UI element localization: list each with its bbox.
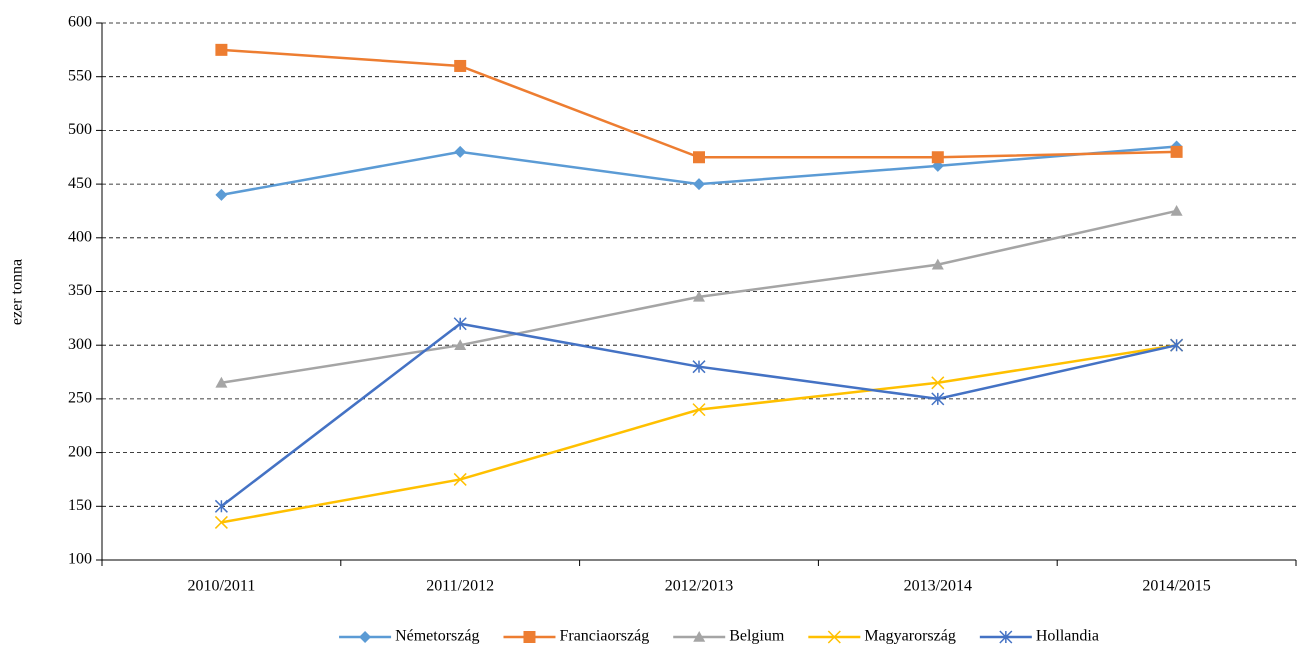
y-tick-label: 450	[68, 175, 92, 192]
data-point	[693, 151, 705, 164]
y-tick-label: 600	[68, 14, 92, 31]
legend-marker	[827, 630, 841, 644]
x-tick-label: 2012/2013	[665, 578, 733, 595]
data-point	[931, 258, 944, 270]
data-point	[454, 339, 467, 350]
legend-label: Magyarország	[864, 628, 956, 645]
y-tick-label: 200	[68, 443, 92, 460]
data-point	[693, 178, 705, 191]
data-point	[454, 145, 467, 158]
data-point	[1170, 204, 1183, 216]
y-tick-label: 500	[68, 121, 92, 138]
data-point	[931, 392, 945, 406]
x-tick-label: 2011/2012	[426, 578, 494, 595]
data-point	[692, 360, 706, 374]
data-point	[215, 188, 228, 201]
data-point	[693, 290, 705, 302]
y-axis-label: ezer tonna	[9, 259, 26, 325]
data-point	[214, 515, 228, 529]
data-point	[214, 499, 228, 513]
y-tick-label: 100	[68, 551, 92, 568]
data-point	[1170, 145, 1183, 158]
x-tick-label: 2013/2014	[904, 578, 972, 595]
x-tick-label: 2014/2015	[1142, 578, 1210, 595]
legend-marker	[999, 630, 1013, 644]
y-tick-label: 550	[68, 67, 92, 84]
series-line	[221, 48, 1177, 159]
y-tick-label: 300	[68, 336, 92, 353]
data-point	[454, 59, 467, 72]
data-point	[931, 151, 944, 164]
y-tick-label: 350	[68, 282, 92, 299]
x-tick-label: 2010/2011	[187, 578, 255, 595]
y-tick-label: 150	[68, 497, 92, 514]
legend-marker	[693, 631, 706, 642]
data-point	[215, 376, 228, 388]
legend-label: Belgium	[729, 628, 785, 645]
legend-label: Hollandia	[1036, 628, 1099, 645]
data-point	[453, 317, 467, 331]
legend-marker	[523, 631, 536, 643]
y-tick-label: 400	[68, 228, 92, 245]
data-point	[692, 403, 706, 417]
data-point	[453, 472, 467, 486]
legend-label: Franciaország	[559, 628, 649, 645]
y-tick-label: 250	[68, 390, 92, 407]
legend-label: Németország	[395, 628, 479, 645]
data-point	[931, 376, 945, 390]
data-point	[215, 43, 228, 56]
data-point	[1170, 338, 1184, 352]
series-line	[220, 322, 1177, 508]
legend-marker	[359, 631, 372, 643]
